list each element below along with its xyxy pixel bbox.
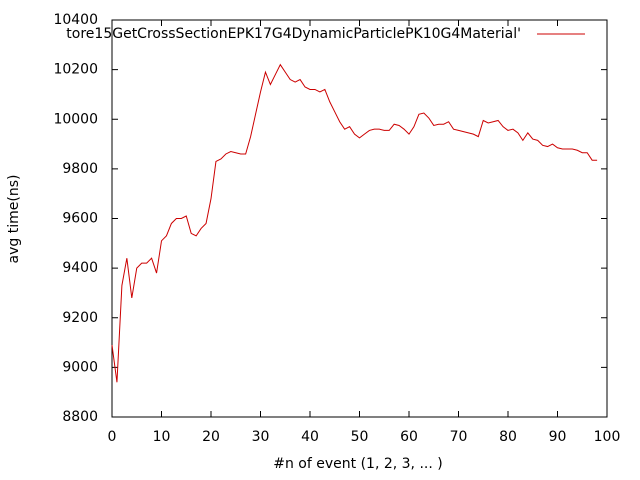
y-tick-label: 10400 bbox=[53, 12, 98, 28]
data-line bbox=[111, 63, 598, 383]
x-tick-label: 70 bbox=[450, 429, 468, 445]
y-tick-label: 10000 bbox=[53, 111, 98, 127]
x-tick-label: 0 bbox=[108, 429, 117, 445]
x-tick-label: 90 bbox=[549, 429, 567, 445]
x-tick-label: 20 bbox=[202, 429, 220, 445]
legend-label: tore15GetCrossSectionEPK17G4DynamicParti… bbox=[66, 26, 521, 42]
x-tick-label: 80 bbox=[499, 429, 517, 445]
y-tick-label: 9400 bbox=[62, 260, 98, 276]
x-tick-label: 10 bbox=[153, 429, 171, 445]
x-tick-label: 50 bbox=[351, 429, 369, 445]
y-tick-label: 9600 bbox=[62, 211, 98, 227]
x-tick-label: 60 bbox=[400, 429, 418, 445]
y-tick-label: 10200 bbox=[53, 62, 98, 78]
x-axis-label: #n of event (1, 2, 3, ... ) bbox=[273, 456, 442, 472]
plot-border bbox=[111, 19, 608, 418]
y-tick-label: 9800 bbox=[62, 161, 98, 177]
x-tick-label: 40 bbox=[301, 429, 319, 445]
x-tick-label: 30 bbox=[252, 429, 270, 445]
y-tick-label: 9000 bbox=[62, 359, 98, 375]
y-axis-label: avg time(ns) bbox=[6, 175, 22, 264]
x-tick-label: 100 bbox=[594, 429, 621, 445]
y-tick-label: 8800 bbox=[62, 409, 98, 425]
y-tick-label: 9200 bbox=[62, 310, 98, 326]
